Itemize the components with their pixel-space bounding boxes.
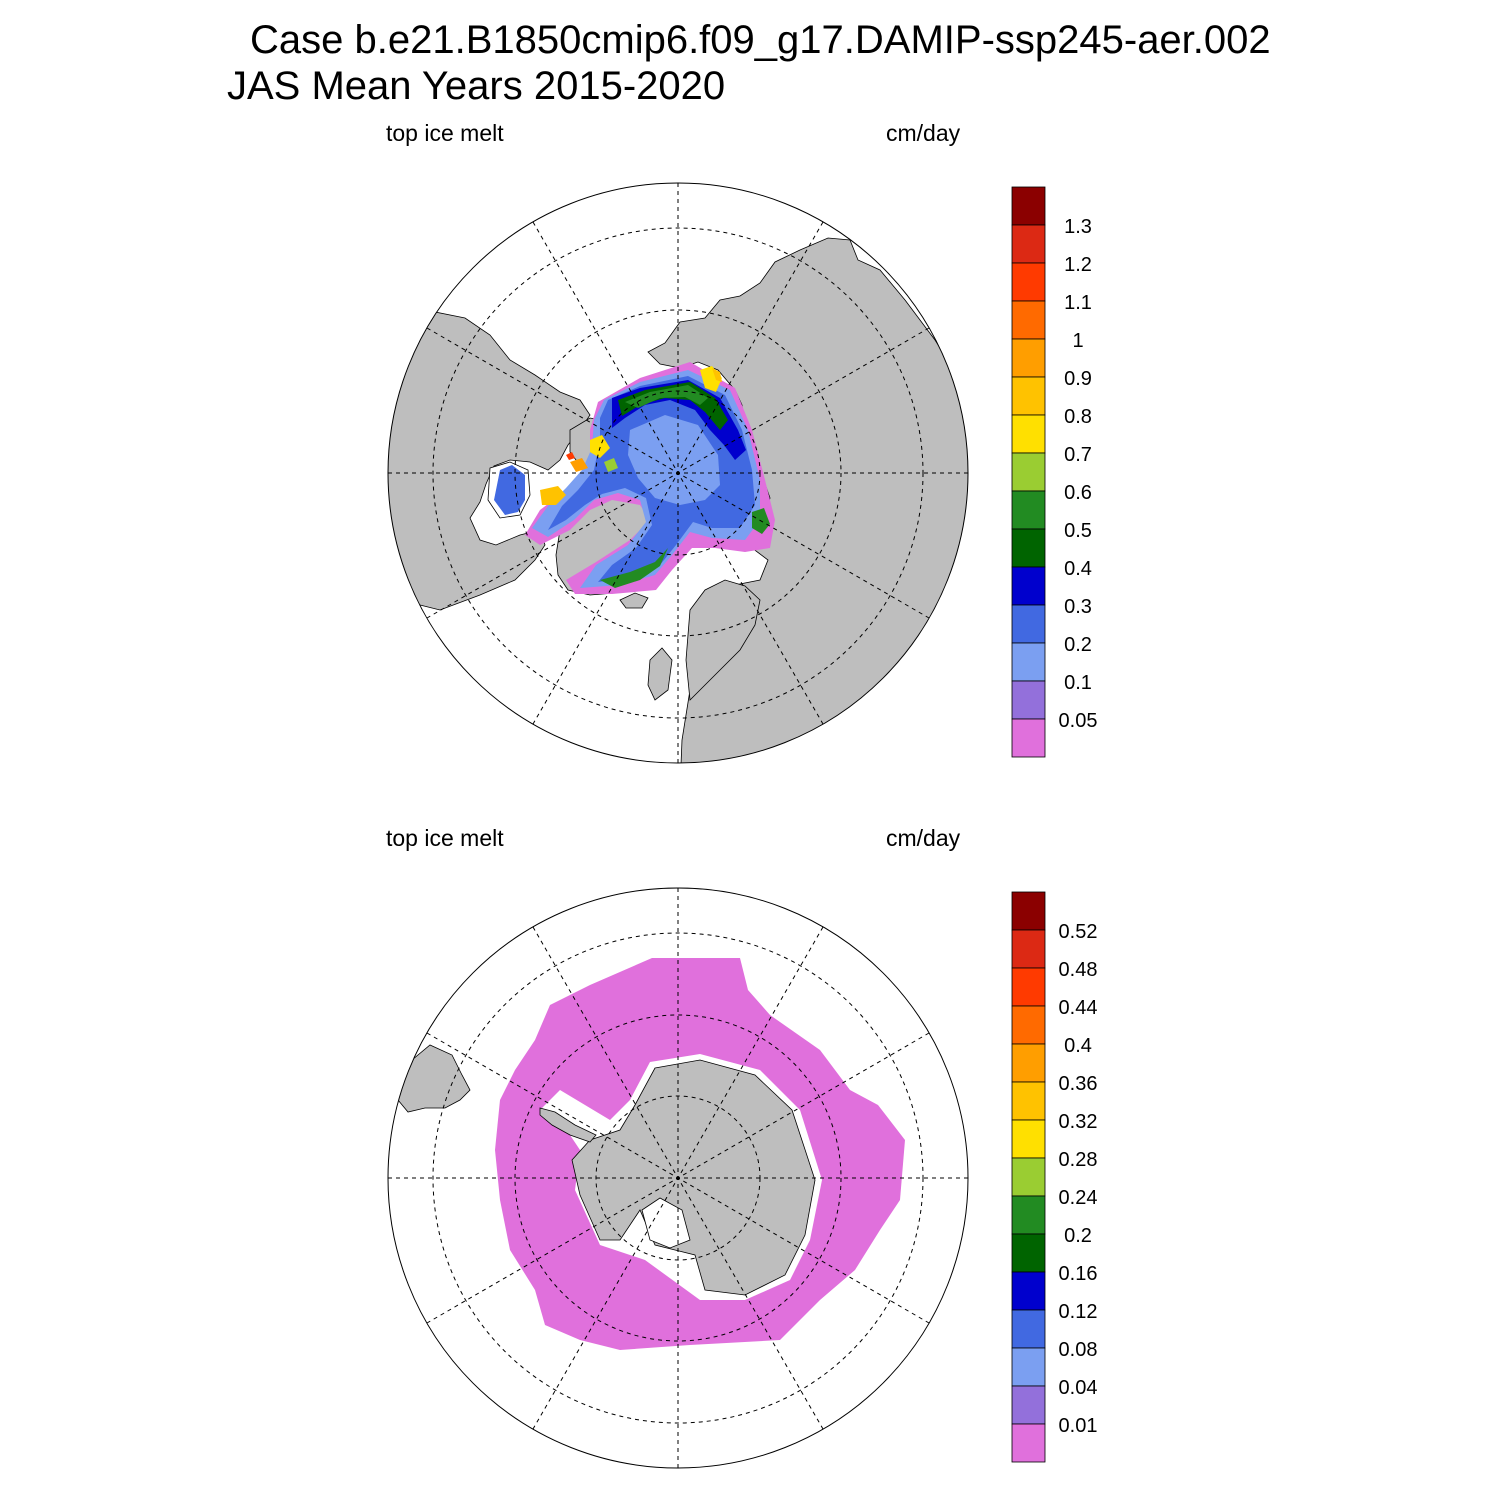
- colorbar-swatch: [1011, 300, 1046, 340]
- arctic-colorbar: 1.3 1.2 1.1 1 0.9 0.8 0.7 0.6 0.5 0.4 0.3 0.2 0.1 0.0…: [1011, 186, 1098, 758]
- colorbar-tick-label: 0.48: [1059, 959, 1098, 981]
- colorbar-tick-label: 0.1: [1064, 672, 1092, 694]
- colorbar-tick-label: 0.36: [1059, 1073, 1098, 1095]
- colorbar-swatch: [1011, 1309, 1046, 1349]
- antarctic-map-border: [387, 887, 969, 1469]
- colorbar-swatch: [1011, 929, 1046, 969]
- colorbar-swatch: [1011, 1081, 1046, 1121]
- colorbar-swatch: [1011, 566, 1046, 606]
- arctic-units-label: cm/day: [886, 120, 961, 146]
- colorbar-tick-label: 0.05: [1059, 710, 1098, 732]
- colorbar-tick-label: 0.04: [1059, 1377, 1098, 1399]
- figure-title-line1: Case b.e21.B1850cmip6.f09_g17.DAMIP-ssp2…: [250, 18, 1271, 62]
- arctic-graticule: [388, 183, 968, 763]
- colorbar-tick-label: 1.2: [1064, 254, 1092, 276]
- arctic-land-europe: [685, 579, 761, 701]
- arctic-melt-08: [712, 368, 722, 382]
- colorbar-swatch: [1011, 1271, 1046, 1311]
- antarctic-land-peninsula: [539, 1107, 597, 1143]
- colorbar-tick-label: 0.4: [1064, 558, 1092, 580]
- colorbar-swatch: [1011, 718, 1046, 758]
- arctic-melt-archipelago-yellow: [590, 435, 610, 458]
- colorbar-swatch: [1011, 1385, 1046, 1425]
- colorbar-swatch: [1011, 1005, 1046, 1045]
- colorbar-swatch: [1011, 1157, 1046, 1197]
- colorbar-swatch: [1011, 224, 1046, 264]
- colorbar-swatch: [1011, 680, 1046, 720]
- colorbar-swatch: [1011, 376, 1046, 416]
- colorbar-tick-label: 0.52: [1059, 921, 1098, 943]
- colorbar-swatch: [1011, 604, 1046, 644]
- colorbar-swatch: [1011, 338, 1046, 378]
- colorbar-tick-label: 0.8: [1064, 406, 1092, 428]
- antarctic-land-south-america: [397, 1044, 471, 1113]
- colorbar-tick-label: 0.5: [1064, 520, 1092, 542]
- colorbar-swatch: [1011, 262, 1046, 302]
- colorbar-tick-label: 0.01: [1059, 1415, 1098, 1437]
- colorbar-swatch: [1011, 1423, 1046, 1463]
- colorbar-tick-label: 0.6: [1064, 482, 1092, 504]
- colorbar-tick-label: 0.2: [1064, 1225, 1092, 1247]
- colorbar-swatch: [1011, 1043, 1046, 1083]
- colorbar-tick-label: 0.7: [1064, 444, 1092, 466]
- antarctic-variable-label: top ice melt: [386, 825, 504, 851]
- arctic-melt-archipelago-red: [566, 452, 575, 460]
- colorbar-tick-label: 0.2: [1064, 634, 1092, 656]
- arctic-map-border: [387, 182, 969, 764]
- arctic-melt-baffin-yellow: [540, 486, 566, 505]
- arctic-melt-archipelago-green: [604, 458, 618, 472]
- colorbar-swatch: [1011, 490, 1046, 530]
- colorbar-tick-label: 0.9: [1064, 368, 1092, 390]
- colorbar-swatch: [1011, 891, 1046, 931]
- colorbar-tick-label: 0.08: [1059, 1339, 1098, 1361]
- arctic-land-iceland: [619, 592, 649, 609]
- colorbar-tick-label: 0.3: [1064, 596, 1092, 618]
- colorbar-swatch: [1011, 1195, 1046, 1235]
- colorbar-swatch: [1011, 642, 1046, 682]
- colorbar-tick-label: 1: [1072, 330, 1083, 352]
- antarctic-units-label: cm/day: [886, 825, 961, 851]
- colorbar-tick-label: 0.16: [1059, 1263, 1098, 1285]
- colorbar-tick-label: 1.3: [1064, 216, 1092, 238]
- arctic-melt-05: [625, 385, 708, 408]
- arctic-map: [387, 182, 969, 764]
- arctic-variable-label: top ice melt: [386, 120, 504, 146]
- arctic-melt-01-core: [628, 415, 720, 505]
- colorbar-swatch: [1011, 414, 1046, 454]
- antarctic-map: [387, 887, 969, 1469]
- colorbar-swatch: [1011, 967, 1046, 1007]
- colorbar-swatch: [1011, 186, 1046, 226]
- colorbar-tick-label: 0.12: [1059, 1301, 1098, 1323]
- arctic-land-uk: [647, 647, 673, 701]
- antarctic-melt-001: [495, 958, 905, 1350]
- colorbar-tick-label: 0.44: [1059, 997, 1098, 1019]
- colorbar-tick-label: 0.28: [1059, 1149, 1098, 1171]
- colorbar-tick-label: 0.4: [1064, 1035, 1092, 1057]
- colorbar-tick-label: 0.32: [1059, 1111, 1098, 1133]
- antarctic-graticule: [388, 888, 968, 1468]
- colorbar-swatch: [1011, 528, 1046, 568]
- figure-title-line2: JAS Mean Years 2015-2020: [227, 64, 726, 108]
- colorbar-swatch: [1011, 1347, 1046, 1387]
- colorbar-tick-label: 1.1: [1064, 292, 1092, 314]
- colorbar-swatch: [1011, 452, 1046, 492]
- arctic-melt-archipelago-orange: [570, 458, 588, 472]
- colorbar-tick-label: 0.24: [1059, 1187, 1098, 1209]
- colorbar-swatch: [1011, 1233, 1046, 1273]
- antarctic-colorbar: 0.52 0.48 0.44 0.4 0.36 0.32 0.28 0.24 0.2 0.16 0.…: [1011, 891, 1098, 1463]
- colorbar-swatch: [1011, 1119, 1046, 1159]
